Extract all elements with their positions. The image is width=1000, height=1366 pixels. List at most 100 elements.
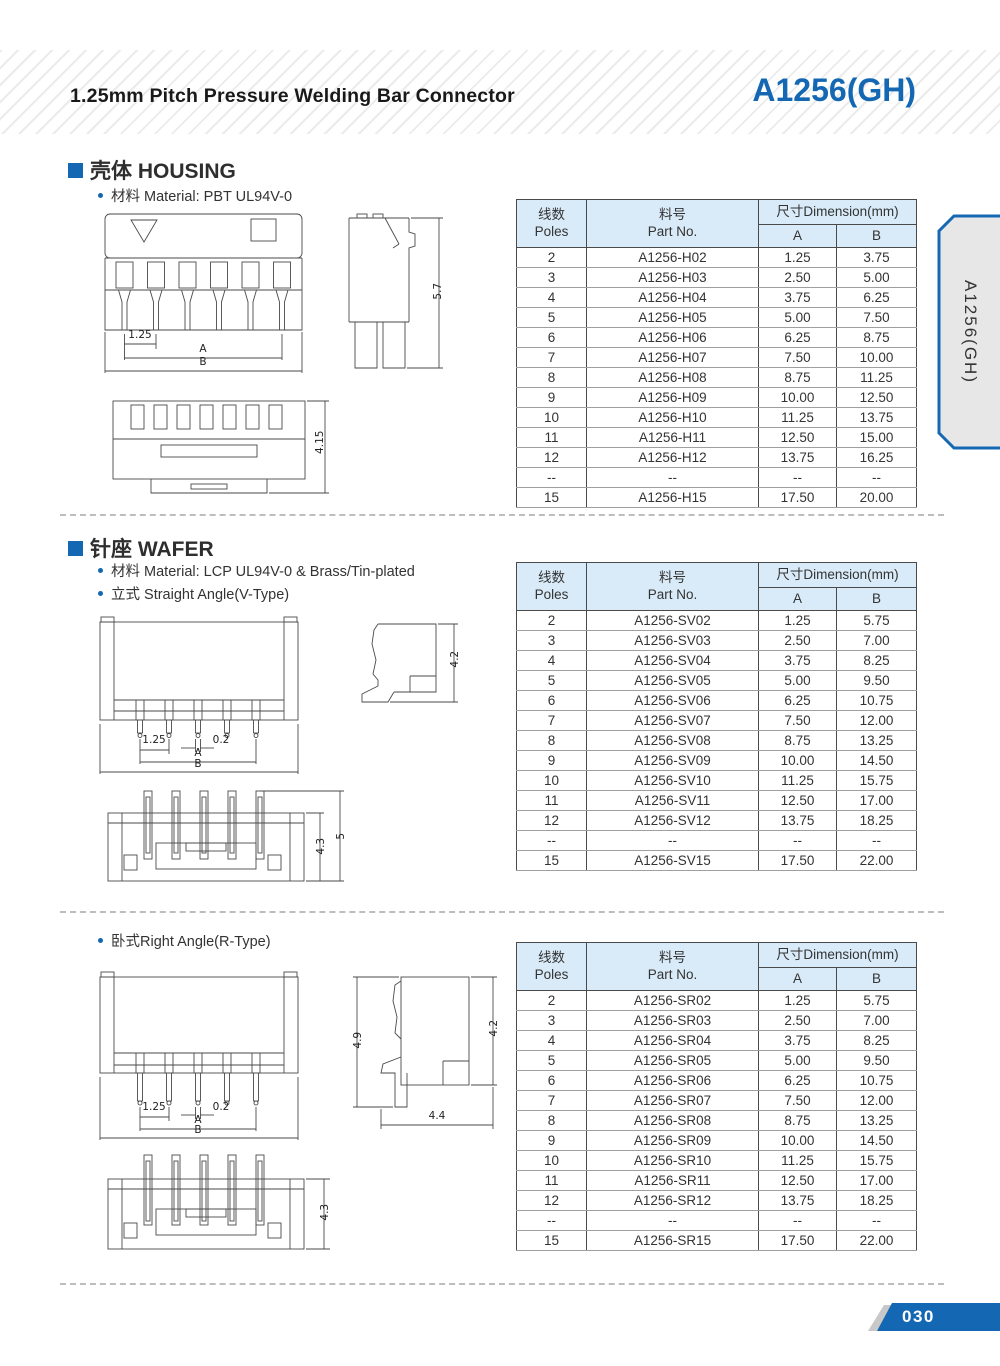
table-cell: 15 xyxy=(516,487,587,508)
table-row: 11 A1256-SR11 12.50 17.00 xyxy=(516,1170,918,1191)
table-cell: 9 xyxy=(516,750,587,771)
table-cell: A1256-SR11 xyxy=(586,1170,759,1191)
table-cell: 2.50 xyxy=(758,1010,837,1031)
table-cell: 12 xyxy=(516,447,587,468)
table-cell: 9.50 xyxy=(835,1050,918,1071)
table-cell: 5.75 xyxy=(835,610,918,631)
table-cell: 6.25 xyxy=(758,1070,837,1091)
table-row: 8 A1256-H08 8.75 11.25 xyxy=(516,367,918,388)
dim-inner-height: 4.3 xyxy=(314,837,327,855)
housing-rear-drawing: 4.15 xyxy=(105,395,340,503)
table-row: 4 A1256-SR04 3.75 8.25 xyxy=(516,1030,918,1051)
table-cell: 10.00 xyxy=(758,387,837,408)
table-cell: 15.00 xyxy=(835,427,918,448)
table-cell: 10.00 xyxy=(758,1130,837,1151)
col-header-b: B xyxy=(835,587,918,611)
table-cell: 12.00 xyxy=(835,1090,918,1111)
model-number: A1256(GH) xyxy=(752,72,916,108)
table-cell: 22.00 xyxy=(835,1230,918,1251)
section-heading-wafer: 针座 WAFER xyxy=(68,533,214,563)
table-cell: 14.50 xyxy=(835,1130,918,1151)
table-row: 12 A1256-H12 13.75 16.25 xyxy=(516,447,918,468)
table-row: 12 A1256-SR12 13.75 18.25 xyxy=(516,1190,918,1211)
wafer-material-bullet: 材料 Material: LCP UL94V-0 & Brass/Tin-pla… xyxy=(98,560,415,581)
table-cell: A1256-SR03 xyxy=(586,1010,759,1031)
table-row: 10 A1256-SR10 11.25 15.75 xyxy=(516,1150,918,1171)
wafer-v-side-drawing: 4.2 xyxy=(348,614,468,714)
col-header-dimension: 尺寸Dimension(mm) xyxy=(757,199,918,225)
table-row: 6 A1256-H06 6.25 8.75 xyxy=(516,327,918,348)
table-cell: 12 xyxy=(516,1190,587,1211)
table-row: 2 A1256-SV02 1.25 5.75 xyxy=(516,610,918,631)
table-cell: A1256-SR12 xyxy=(586,1190,759,1211)
col-header-part-no: 料号 Part No. xyxy=(586,942,759,991)
table-cell: 10 xyxy=(516,770,587,791)
table-row: 10 A1256-H10 11.25 13.75 xyxy=(516,407,918,428)
table-row: 2 A1256-H02 1.25 3.75 xyxy=(516,247,918,268)
table-cell: A1256-SV05 xyxy=(586,670,759,691)
table-cell: A1256-SV10 xyxy=(586,770,759,791)
table-row: 3 A1256-SR03 2.50 7.00 xyxy=(516,1010,918,1031)
table-cell: 5.00 xyxy=(835,267,918,288)
table-row: 15 A1256-SV15 17.50 22.00 xyxy=(516,850,918,871)
table-cell: A1256-H02 xyxy=(586,247,759,268)
table-cell: 13.75 xyxy=(758,447,837,468)
table-row: 11 A1256-H11 12.50 15.00 xyxy=(516,427,918,448)
table-cell: -- xyxy=(835,1210,918,1231)
table-cell: 2 xyxy=(516,990,587,1011)
table-cell: 13.25 xyxy=(835,1110,918,1131)
dim-a: A xyxy=(199,343,207,355)
table-cell: 5.00 xyxy=(758,670,837,691)
table-cell: 5 xyxy=(516,670,587,691)
table-row: 4 A1256-SV04 3.75 8.25 xyxy=(516,650,918,671)
table-cell: A1256-SV12 xyxy=(586,810,759,831)
dim-b: B xyxy=(194,1124,202,1136)
table-cell: 15 xyxy=(516,850,587,871)
wafer-vtype-bullet: 立式 Straight Angle(V-Type) xyxy=(98,583,289,604)
table-row: 3 A1256-SV03 2.50 7.00 xyxy=(516,630,918,651)
table-cell: A1256-H10 xyxy=(586,407,759,428)
table-row: 15 A1256-SR15 17.50 22.00 xyxy=(516,1230,918,1251)
table-cell: A1256-H04 xyxy=(586,287,759,308)
table-cell: 11 xyxy=(516,1170,587,1191)
heading-square-icon xyxy=(68,540,83,556)
table-cell: 6 xyxy=(516,327,587,348)
table-cell: A1256-H05 xyxy=(586,307,759,328)
table-cell: 2 xyxy=(516,247,587,268)
table-row: 8 A1256-SR08 8.75 13.25 xyxy=(516,1110,918,1131)
table-row: 3 A1256-H03 2.50 5.00 xyxy=(516,267,918,288)
table-cell: 12.50 xyxy=(758,427,837,448)
dim-right-height: 4.2 xyxy=(487,1019,500,1037)
table-cell: 8 xyxy=(516,1110,587,1131)
table-row: 6 A1256-SV06 6.25 10.75 xyxy=(516,690,918,711)
table-row: 7 A1256-SR07 7.50 12.00 xyxy=(516,1090,918,1111)
dim-pin: 0.2 xyxy=(212,734,230,746)
table-cell: 14.50 xyxy=(835,750,918,771)
table-cell: 17.50 xyxy=(758,487,837,508)
col-header-poles: 线数 Poles xyxy=(516,199,587,248)
table-cell: 10 xyxy=(516,1150,587,1171)
table-cell: A1256-SR02 xyxy=(586,990,759,1011)
wafer-v-rear-drawing: 4.3 5 xyxy=(98,783,353,888)
page-title: 1.25mm Pitch Pressure Welding Bar Connec… xyxy=(70,85,515,107)
table-cell: A1256-H07 xyxy=(586,347,759,368)
table-cell: 11 xyxy=(516,427,587,448)
table-cell: 11.25 xyxy=(758,770,837,791)
dim-pitch: 1.25 xyxy=(142,1101,166,1113)
col-header-dimension: 尺寸Dimension(mm) xyxy=(757,942,918,968)
table-cell: 13.75 xyxy=(835,407,918,428)
table-cell: 10.75 xyxy=(835,1070,918,1091)
table-cell: -- xyxy=(758,830,837,851)
table-cell: 2 xyxy=(516,610,587,631)
table-row: 4 A1256-H04 3.75 6.25 xyxy=(516,287,918,308)
table-cell: A1256-H08 xyxy=(586,367,759,388)
table-cell: 4 xyxy=(516,1030,587,1051)
table-cell: 17.00 xyxy=(835,790,918,811)
header-stripes-decoration xyxy=(0,50,1000,134)
table-cell: 9 xyxy=(516,1130,587,1151)
table-cell: 12.00 xyxy=(835,710,918,731)
bullet-dot-icon xyxy=(98,568,103,573)
table-cell: 11 xyxy=(516,790,587,811)
col-header-poles: 线数 Poles xyxy=(516,562,587,611)
table-cell: A1256-SV07 xyxy=(586,710,759,731)
